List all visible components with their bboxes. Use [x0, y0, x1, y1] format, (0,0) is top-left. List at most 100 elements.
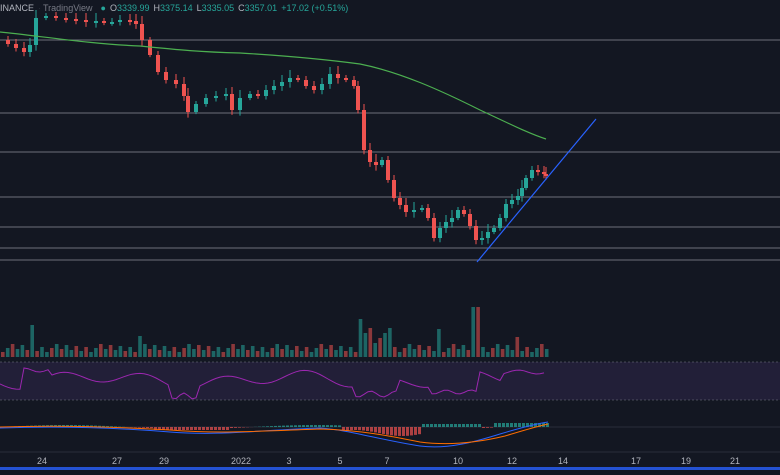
volume-bar: [476, 307, 480, 357]
price-legend: BINANCE · TradingView ● O 3339.99 H 3375…: [0, 0, 352, 16]
volume-bar: [40, 347, 44, 357]
macd-histogram-bar: [346, 427, 349, 430]
volume-bar: [403, 348, 407, 357]
volume-bar: [55, 344, 59, 357]
low-value: 3335.05: [202, 3, 235, 13]
volume-bar: [442, 352, 446, 357]
candle-body: [344, 78, 348, 80]
volume-bar: [119, 346, 123, 357]
candle-body: [288, 78, 292, 82]
volume-bar: [138, 336, 142, 357]
x-axis-tick-label: 19: [681, 456, 691, 466]
candle-body: [530, 170, 534, 178]
x-axis-tick-label: 3: [286, 456, 291, 466]
macd-histogram-bar: [434, 424, 437, 427]
candle-body: [272, 86, 276, 90]
volume-bar: [344, 351, 348, 357]
macd-histogram-bar: [522, 423, 525, 427]
macd-histogram-bar: [366, 427, 369, 431]
volume-bar: [427, 346, 431, 357]
macd-histogram-bar: [290, 425, 293, 427]
volume-bar: [217, 347, 221, 357]
macd-histogram-bar: [210, 427, 213, 430]
candle-body: [204, 98, 208, 104]
volume-bar: [300, 351, 304, 357]
volume-bar: [70, 350, 74, 357]
volume-bar: [109, 345, 113, 357]
macd-histogram-bar: [282, 426, 285, 427]
volume-bar: [251, 346, 255, 357]
macd-histogram-bar: [298, 425, 301, 427]
candle-body: [450, 218, 454, 222]
volume-bar: [173, 347, 177, 357]
volume-bar: [393, 347, 397, 357]
volume-bar: [256, 351, 260, 357]
volume-bar: [422, 350, 426, 357]
volume-bar: [467, 350, 471, 357]
volume-bar: [75, 346, 79, 357]
macd-histogram-bar: [490, 427, 493, 428]
x-axis-tick-label: 10: [453, 456, 463, 466]
volume-bar: [261, 347, 265, 357]
candle-body: [134, 21, 138, 24]
macd-histogram-bar: [514, 423, 517, 427]
candle-body: [362, 110, 366, 150]
macd-histogram-bar: [326, 425, 329, 427]
volume-bar: [231, 344, 235, 357]
volume-bar: [364, 333, 368, 357]
macd-histogram-bar: [418, 427, 421, 434]
volume-bar: [462, 345, 466, 357]
volume-bar: [349, 347, 353, 357]
macd-histogram-bar: [478, 424, 481, 427]
candle-body: [336, 74, 340, 78]
volume-bar: [383, 333, 387, 357]
candle-body: [438, 228, 442, 238]
macd-histogram-bar: [494, 423, 497, 427]
volume-bar: [373, 343, 377, 357]
exchange-name: BINANCE: [0, 3, 34, 13]
macd-histogram-bar: [398, 427, 401, 436]
macd-histogram-bar: [198, 427, 201, 430]
volume-bar: [187, 344, 191, 357]
macd-histogram-bar: [386, 427, 389, 435]
macd-histogram-bar: [274, 426, 277, 427]
volume-bar: [506, 345, 510, 357]
candle-body: [304, 80, 308, 86]
close-value: 3357.01: [245, 3, 278, 13]
circle-icon[interactable]: ●: [101, 3, 106, 13]
volume-bar: [320, 344, 324, 357]
macd-histogram-bar: [230, 427, 233, 428]
candle-body: [444, 222, 448, 228]
volume-bar: [11, 344, 15, 357]
volume-bar: [99, 344, 103, 357]
price-change: +17.02 (+0.51%): [281, 3, 348, 13]
volume-bar: [457, 349, 461, 357]
open-label: O: [110, 3, 117, 13]
candle-body: [140, 24, 144, 40]
volume-bar: [163, 346, 167, 357]
candle-body: [474, 226, 478, 240]
candle-body: [64, 18, 68, 20]
macd-histogram-bar: [466, 424, 469, 427]
macd-histogram-bar: [502, 423, 505, 427]
volume-bar: [192, 349, 196, 357]
candle-body: [520, 188, 524, 196]
candle-body: [74, 19, 78, 21]
volume-bar: [84, 347, 88, 357]
macd-histogram-bar: [378, 427, 381, 433]
volume-bar: [30, 325, 34, 357]
volume-bar: [226, 348, 230, 357]
macd-histogram-bar: [322, 425, 325, 427]
volume-bar: [545, 349, 549, 357]
macd-histogram-bar: [222, 427, 225, 430]
volume-bar: [324, 349, 328, 357]
candle-body: [174, 80, 178, 84]
x-axis-tick-label: 27: [112, 456, 122, 466]
volume-bar: [26, 350, 30, 357]
volume-bar: [334, 350, 338, 357]
candle-body: [386, 160, 390, 180]
volume-bar: [182, 348, 186, 357]
volume-bar: [143, 344, 147, 357]
